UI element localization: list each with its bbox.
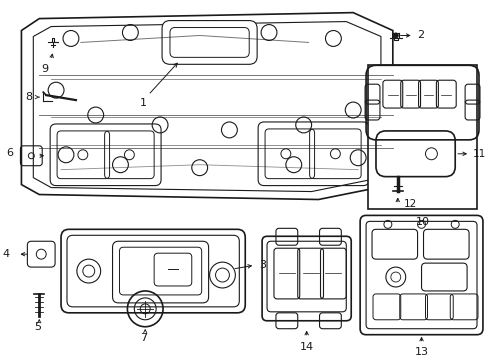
Text: 12: 12 <box>404 199 417 210</box>
FancyBboxPatch shape <box>61 229 245 313</box>
Text: 5: 5 <box>34 322 41 332</box>
FancyBboxPatch shape <box>360 215 483 335</box>
Text: 13: 13 <box>415 347 429 357</box>
Text: 11: 11 <box>473 149 486 159</box>
Circle shape <box>393 33 398 38</box>
FancyBboxPatch shape <box>162 21 257 64</box>
FancyBboxPatch shape <box>262 236 351 321</box>
Text: 14: 14 <box>299 342 314 352</box>
Text: 9: 9 <box>42 64 49 74</box>
Text: 1: 1 <box>140 98 147 108</box>
Text: 8: 8 <box>25 92 32 102</box>
Text: 10: 10 <box>416 217 430 228</box>
Text: 3: 3 <box>259 260 266 270</box>
Text: 4: 4 <box>2 249 9 259</box>
Text: 6: 6 <box>6 148 13 158</box>
Text: 2: 2 <box>417 31 425 40</box>
Text: 7: 7 <box>140 333 147 343</box>
Bar <box>368 65 477 210</box>
